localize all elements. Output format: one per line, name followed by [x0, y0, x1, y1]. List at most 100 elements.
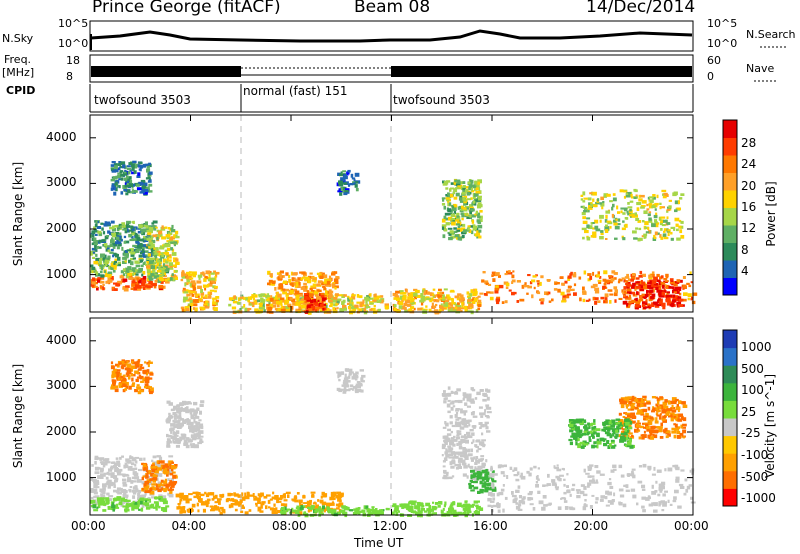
- power-cell: [450, 193, 453, 198]
- power-cell: [267, 270, 271, 275]
- velocity-cell: [668, 415, 673, 418]
- velocity-cell: [630, 488, 636, 492]
- velocity-cell: [197, 421, 201, 425]
- velocity-cell: [657, 493, 661, 497]
- power-cell: [450, 217, 456, 221]
- velocity-cell: [484, 409, 487, 413]
- power-cell: [679, 197, 683, 200]
- velocity-cell: [144, 480, 149, 485]
- power-cell: [117, 175, 121, 179]
- velocity-cell: [492, 497, 496, 501]
- velocity-cell: [218, 501, 221, 505]
- velocity-cell: [661, 509, 665, 512]
- power-cell: [594, 290, 600, 294]
- velocity-cell: [168, 416, 174, 419]
- power-cell: [614, 292, 618, 297]
- power-cell: [470, 181, 473, 184]
- power-cell: [626, 210, 629, 214]
- velocity-cell: [214, 505, 218, 508]
- power-cell: [578, 276, 582, 280]
- velocity-cell: [190, 434, 195, 439]
- power-cell: [594, 301, 598, 305]
- velocity-cell: [104, 462, 108, 466]
- power-cell: [470, 197, 473, 200]
- power-cell: [181, 274, 184, 277]
- velocity-cell: [159, 499, 164, 502]
- velocity-cell: [339, 499, 342, 503]
- velocity-cell: [348, 368, 353, 373]
- power-cell: [582, 191, 586, 196]
- velocity-cell: [450, 460, 456, 465]
- power-cell: [308, 302, 313, 305]
- velocity-cell: [644, 398, 647, 401]
- power-cell: [90, 234, 93, 238]
- power-cell: [617, 211, 621, 214]
- power-cell: [319, 298, 322, 303]
- power-cell: [341, 179, 346, 184]
- power-cell: [468, 187, 473, 191]
- power-cell: [348, 297, 353, 300]
- power-cell: [136, 248, 141, 251]
- power-cell: [259, 309, 263, 313]
- power-cell: [590, 285, 596, 289]
- velocity-cell: [432, 512, 437, 515]
- velocity-cell: [181, 433, 186, 438]
- power-cell: [580, 198, 583, 201]
- power-cell: [142, 182, 146, 186]
- power-cell: [466, 291, 470, 295]
- power-cell: [310, 305, 315, 310]
- power-cell: [93, 260, 99, 265]
- power-cell: [489, 296, 494, 301]
- velocity-cell: [175, 493, 180, 498]
- power-cell: [628, 304, 631, 308]
- power-cell: [595, 228, 601, 232]
- velocity-cell: [196, 407, 200, 411]
- velocity-cell: [409, 505, 413, 509]
- power-cell: [445, 197, 450, 200]
- power-cell: [472, 196, 476, 199]
- velocity-cell: [107, 506, 111, 510]
- power-cell: [110, 164, 115, 167]
- velocity-cell: [142, 502, 146, 505]
- velocity-cell: [458, 457, 463, 461]
- power-cell: [364, 296, 369, 301]
- power-cell: [306, 301, 312, 305]
- power-cell: [186, 279, 190, 283]
- velocity-cell: [211, 498, 215, 501]
- velocity-cell: [122, 364, 126, 368]
- velocity-cell: [118, 503, 123, 506]
- power-cell: [343, 192, 348, 196]
- velocity-cell: [563, 497, 567, 501]
- power-cell: [343, 182, 348, 185]
- power-cell: [600, 230, 604, 233]
- power-cell: [137, 164, 141, 167]
- power-cell: [172, 264, 177, 267]
- velocity-cell: [467, 453, 473, 457]
- velocity-cell: [479, 480, 483, 485]
- power-cell: [111, 286, 115, 290]
- power-cell: [148, 171, 153, 175]
- power-cell: [286, 308, 291, 313]
- power-cell: [116, 184, 119, 187]
- power-cell: [195, 295, 198, 298]
- velocity-cell: [491, 478, 495, 482]
- velocity-cell: [639, 425, 644, 429]
- velocity-cell: [447, 410, 451, 414]
- power-cell: [146, 168, 151, 173]
- velocity-cell: [411, 501, 416, 506]
- velocity-cell: [112, 502, 115, 506]
- velocity-cell: [648, 503, 653, 507]
- power-cell: [137, 242, 140, 245]
- velocity-cell: [604, 496, 608, 500]
- power-cell: [277, 301, 283, 305]
- power-cell: [473, 225, 477, 230]
- power-cell: [605, 238, 608, 240]
- power-cell: [105, 221, 111, 225]
- power-cell: [600, 204, 604, 207]
- velocity-cell: [543, 504, 548, 507]
- velocity-cell: [94, 461, 97, 465]
- power-cell: [449, 188, 452, 192]
- velocity-cell: [627, 412, 632, 416]
- velocity-cell: [631, 470, 634, 475]
- velocity-cell: [428, 507, 432, 511]
